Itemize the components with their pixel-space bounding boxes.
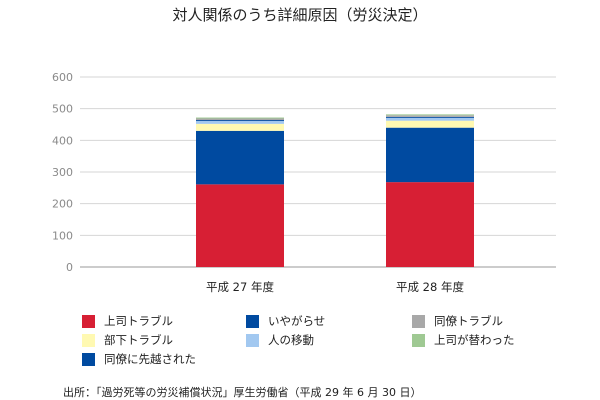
legend-swatch	[82, 333, 95, 347]
bar-segment	[386, 127, 474, 183]
x-axis: 平成 27 年度 平成 28 年度	[206, 280, 464, 294]
legend-item: 部下トラブル	[82, 332, 173, 348]
legend-label: 同僚に先越された	[104, 352, 196, 366]
legend-item: 同僚に先越された	[82, 351, 196, 367]
legend-swatch	[82, 352, 95, 366]
legend-swatch	[412, 314, 425, 328]
bar-segment	[386, 120, 474, 128]
legend-item: 上司トラブル	[82, 313, 173, 329]
legend-label: いやがらせ	[268, 314, 326, 328]
x-category-label: 平成 27 年度	[206, 280, 274, 294]
bar-segment	[196, 130, 284, 185]
x-category-label: 平成 28 年度	[396, 280, 464, 294]
legend-item: 上司が替わった	[412, 332, 515, 348]
bars	[196, 114, 474, 267]
chart-title: 対人関係のうち詳細原因（労災決定）	[172, 6, 428, 24]
bar-segment	[196, 121, 284, 124]
legend-item: いやがらせ	[246, 313, 325, 329]
legend-swatch	[246, 314, 259, 328]
y-tick-label: 300	[52, 166, 73, 179]
y-tick-label: 200	[52, 198, 73, 211]
bar-segment	[196, 120, 284, 122]
legend-label: 上司トラブル	[104, 314, 173, 328]
y-tick-label: 600	[52, 71, 73, 84]
gridlines	[80, 76, 556, 268]
bar-segment	[386, 115, 474, 117]
bar-segment	[386, 114, 474, 116]
legend-swatch	[246, 333, 259, 347]
legend-item: 同僚トラブル	[412, 313, 503, 329]
y-tick-label: 0	[66, 261, 73, 274]
bar-segment	[196, 118, 284, 121]
legend-label: 同僚トラブル	[434, 314, 503, 328]
stacked-bar-chart: 0 100 200 300 400 500 600 平成 27 年度 平成 28 年度	[52, 71, 556, 294]
bar-segment	[386, 117, 474, 121]
source-note: 出所：「過労死等の労災補償状況」厚生労働省（平成 29 年 6 月 30 日）	[63, 386, 422, 399]
legend-item: 人の移動	[246, 332, 314, 348]
bar-segment	[196, 117, 284, 119]
bar-segment	[196, 123, 284, 131]
legend-label: 部下トラブル	[104, 333, 173, 347]
legend-label: 上司が替わった	[434, 333, 515, 347]
y-tick-label: 400	[52, 134, 73, 147]
bar-segment	[196, 184, 284, 267]
y-tick-label: 500	[52, 103, 73, 116]
bar-segment	[386, 116, 474, 118]
legend-swatch	[412, 333, 425, 347]
legend-swatch	[82, 314, 95, 328]
legend-label: 人の移動	[268, 333, 314, 347]
bar-segment	[386, 182, 474, 267]
y-axis: 0 100 200 300 400 500 600	[52, 71, 73, 274]
y-tick-label: 100	[52, 229, 73, 242]
